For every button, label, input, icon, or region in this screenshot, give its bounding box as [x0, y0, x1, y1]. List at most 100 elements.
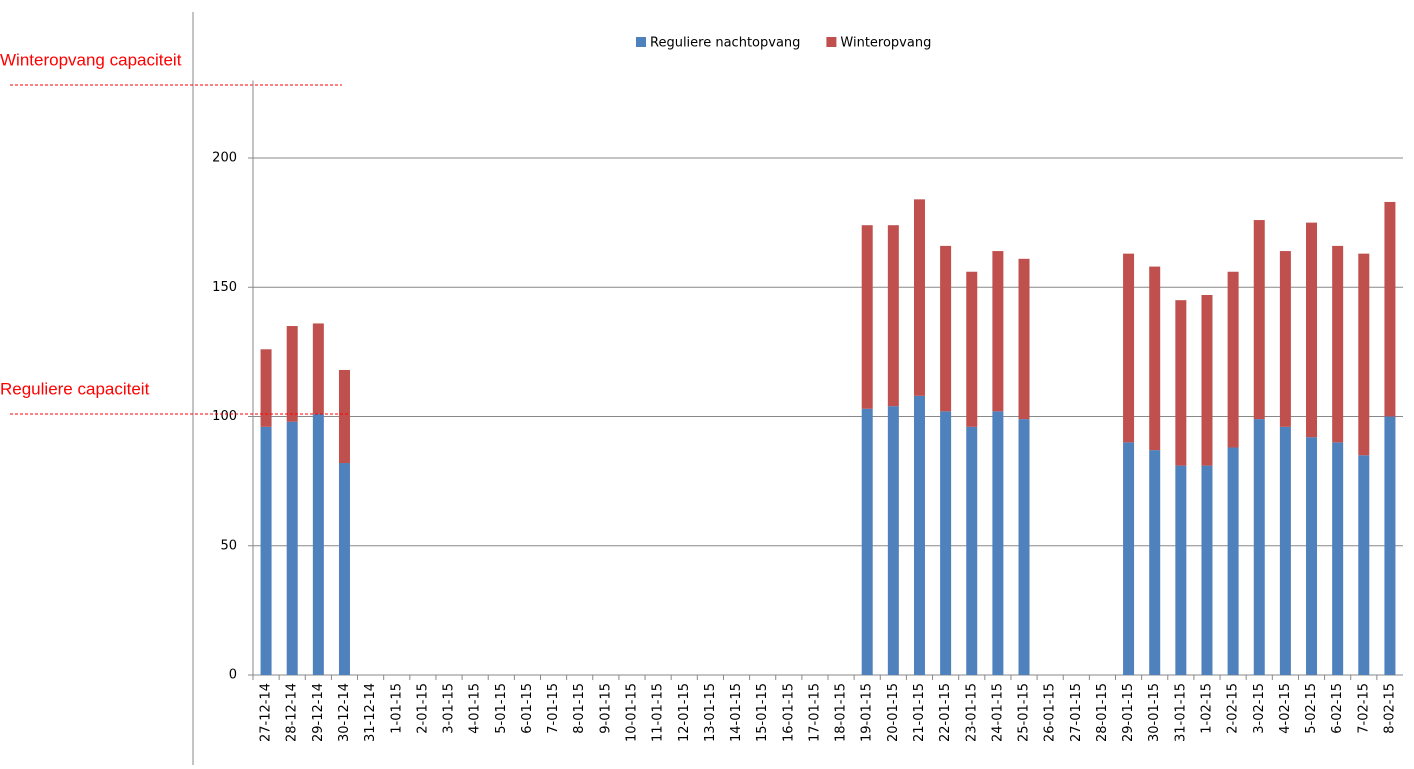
y-tick-label: 100: [212, 409, 237, 424]
x-tick-label: 6-01-15: [520, 683, 535, 734]
x-tick-label: 3-02-15: [1252, 683, 1267, 734]
bar-segment: [992, 251, 1004, 412]
x-tick-label: 23-01-15: [964, 683, 979, 742]
x-tick-label: 14-01-15: [729, 683, 744, 742]
legend-swatch: [826, 37, 837, 47]
bar-segment: [338, 369, 350, 464]
x-tick-label: 29-12-14: [311, 683, 326, 742]
x-tick-label: 2-01-15: [415, 683, 430, 734]
bar-segment: [1175, 465, 1187, 675]
bar-segment: [940, 245, 952, 412]
x-tick-label: 20-01-15: [886, 683, 901, 742]
x-tick-label: 9-01-15: [598, 683, 613, 734]
x-tick-label: 29-01-15: [1121, 683, 1136, 742]
bar-segment: [966, 271, 978, 427]
legend-swatch: [636, 37, 646, 47]
legend-label: Winteropvang: [840, 36, 931, 51]
x-tick-label: 4-01-15: [468, 683, 483, 734]
x-tick-label: 1-01-15: [389, 683, 404, 734]
x-tick-label: 28-12-14: [285, 683, 300, 742]
annotation: Winteropvang capaciteit: [0, 50, 182, 69]
y-tick-label: 50: [220, 538, 237, 553]
x-tick-label: 7-01-15: [546, 683, 561, 734]
bar-segment: [1149, 450, 1161, 675]
x-tick-label: 22-01-15: [938, 683, 953, 742]
bar-segment: [1384, 201, 1396, 417]
x-tick-label: 8-01-15: [572, 683, 587, 734]
annotation: Reguliere capaciteit: [0, 379, 150, 398]
bar-segment: [913, 395, 925, 675]
bar-segment: [1279, 251, 1291, 427]
bar-segment: [887, 406, 899, 675]
bar-segment: [1201, 295, 1213, 466]
y-tick-label: 0: [229, 668, 237, 683]
x-tick-label: 5-02-15: [1304, 683, 1319, 734]
bar-segment: [1332, 442, 1344, 675]
bar-segment: [1201, 465, 1213, 675]
bar-segment: [1227, 271, 1239, 448]
bar-segment: [1253, 220, 1265, 420]
x-tick-label: 27-01-15: [1069, 683, 1084, 742]
x-tick-label: 6-02-15: [1330, 683, 1345, 734]
x-tick-label: 2-02-15: [1226, 683, 1241, 734]
x-tick-label: 27-12-14: [259, 683, 274, 742]
x-tick-label: 17-01-15: [807, 683, 822, 742]
bar-segment: [940, 411, 952, 675]
bar-segment: [312, 323, 324, 414]
x-tick-label: 5-01-15: [494, 683, 509, 734]
bar-segment: [1279, 426, 1291, 675]
bar-segment: [1332, 245, 1344, 443]
bar-segment: [861, 225, 873, 409]
bar-segment: [913, 199, 925, 396]
bar-segment: [338, 463, 350, 675]
legend-label: Reguliere nachtopvang: [650, 36, 800, 51]
x-tick-label: 3-01-15: [442, 683, 457, 734]
x-tick-label: 16-01-15: [781, 683, 796, 742]
bar-segment: [1306, 437, 1318, 675]
x-tick-label: 18-01-15: [834, 683, 849, 742]
x-tick-label: 1-02-15: [1199, 683, 1214, 734]
bar-segment: [1306, 222, 1318, 438]
x-tick-label: 30-12-14: [337, 683, 352, 742]
x-tick-label: 8-02-15: [1382, 683, 1397, 734]
x-tick-label: 15-01-15: [755, 683, 770, 742]
bar-segment: [1149, 266, 1161, 451]
x-tick-label: 24-01-15: [990, 683, 1005, 742]
x-tick-label: 30-01-15: [1147, 683, 1162, 742]
bar-segment: [260, 349, 272, 427]
bar-segment: [260, 426, 272, 675]
bar-segment: [992, 411, 1004, 675]
bar-segment: [1018, 258, 1030, 420]
bar-segment: [1358, 455, 1370, 675]
y-tick-label: 200: [212, 151, 237, 166]
bar-segment: [1018, 419, 1030, 675]
x-tick-label: 26-01-15: [1043, 683, 1058, 742]
x-tick-label: 10-01-15: [624, 683, 639, 742]
bar-segment: [1175, 300, 1187, 466]
x-tick-label: 12-01-15: [677, 683, 692, 742]
x-tick-label: 19-01-15: [860, 683, 875, 742]
bar-segment: [1123, 442, 1135, 675]
y-tick-label: 150: [212, 280, 237, 295]
bar-segment: [1384, 416, 1396, 675]
bar-segment: [286, 326, 298, 422]
x-tick-label: 11-01-15: [651, 683, 666, 742]
bar-segment: [1227, 447, 1239, 675]
bar-segment: [1253, 419, 1265, 675]
x-tick-label: 7-02-15: [1356, 683, 1371, 734]
bar-segment: [1123, 253, 1135, 443]
x-tick-label: 28-01-15: [1095, 683, 1110, 742]
x-tick-label: 25-01-15: [1017, 683, 1032, 742]
bar-segment: [887, 225, 899, 407]
x-tick-label: 13-01-15: [703, 683, 718, 742]
x-tick-label: 31-01-15: [1173, 683, 1188, 742]
bar-segment: [1358, 253, 1370, 456]
bar-segment: [312, 413, 324, 675]
bar-segment: [286, 421, 298, 675]
x-tick-label: 31-12-14: [363, 683, 378, 742]
bar-segment: [966, 426, 978, 675]
bar-segment: [861, 408, 873, 675]
x-tick-label: 4-02-15: [1278, 683, 1293, 734]
x-tick-label: 21-01-15: [912, 683, 927, 742]
